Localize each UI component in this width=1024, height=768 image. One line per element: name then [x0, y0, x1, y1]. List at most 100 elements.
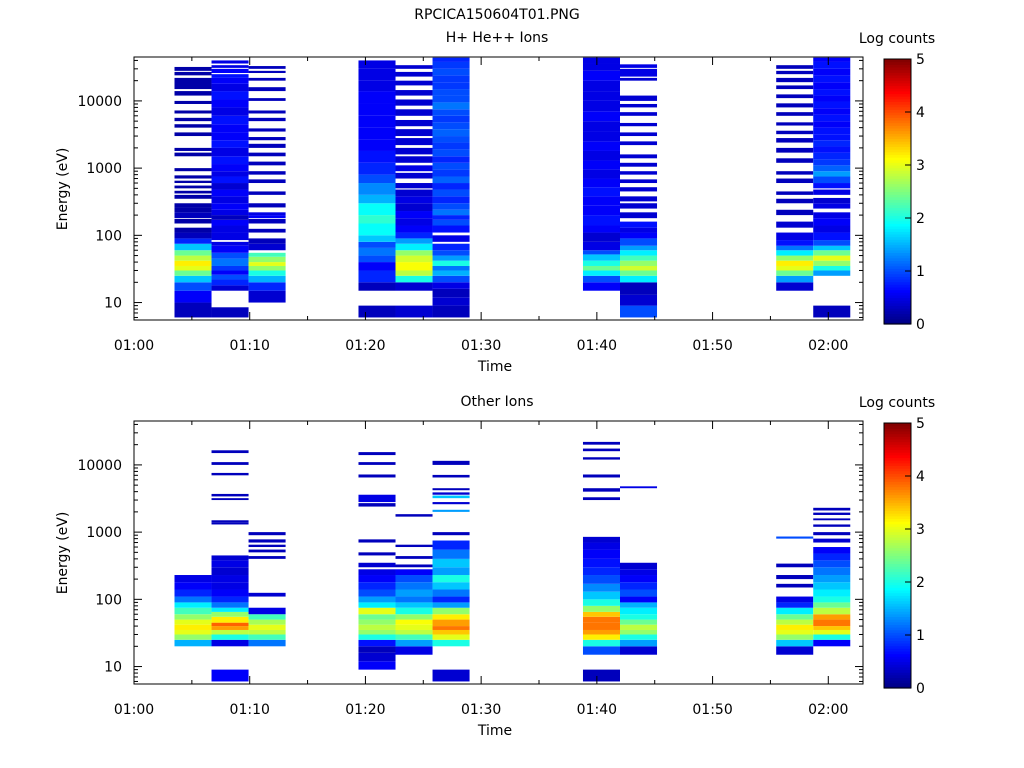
colorbar-band: [884, 210, 911, 214]
colorbar-band: [884, 196, 911, 201]
colorbar-band: [884, 568, 911, 572]
colorbar-title: Log counts: [859, 31, 935, 47]
colorbar-frame: [883, 422, 912, 689]
heatmap-cell: [432, 57, 470, 62]
heatmap-cell: [776, 563, 814, 568]
heatmap-cell: [174, 255, 212, 261]
colorbar-band: [884, 77, 911, 81]
heatmap-cell: [174, 212, 212, 219]
heatmap-cell: [776, 536, 814, 539]
heatmap-cell: [174, 124, 212, 128]
heatmap-cell: [813, 245, 851, 251]
heatmap-cell: [395, 575, 433, 583]
heatmap-cell: [248, 539, 286, 543]
heatmap-cell: [776, 575, 814, 580]
heatmap-cell: [813, 212, 851, 219]
colorbar-band: [884, 669, 911, 673]
x-tick-label: 02:00: [808, 702, 848, 718]
heatmap-cell: [211, 171, 249, 177]
heatmap-cell: [582, 111, 620, 122]
heatmap-cell: [432, 474, 470, 478]
heatmap-cell: [211, 285, 249, 291]
heatmap-cell: [174, 71, 212, 76]
colorbar-band: [884, 96, 911, 100]
heatmap-cell: [813, 95, 851, 102]
colorbar-band: [884, 59, 911, 63]
x-tick-label: 01:50: [692, 702, 732, 718]
colorbar-band: [884, 138, 911, 142]
x-tick-label: 01:50: [692, 338, 732, 354]
heatmap-cell: [211, 183, 249, 190]
colorbar-band: [884, 489, 911, 493]
heatmap-cell: [211, 124, 249, 133]
heatmap-cell: [813, 121, 851, 128]
heatmap-cell: [813, 176, 851, 184]
colorbar-band: [884, 154, 911, 158]
heatmap-cell: [358, 575, 396, 583]
heatmap-cell: [813, 260, 851, 266]
heatmap-cell: [620, 154, 658, 159]
heatmap-cell: [211, 560, 249, 568]
heatmap-cell: [813, 250, 851, 256]
heatmap-cell: [211, 622, 249, 627]
colorbar-band: [884, 141, 911, 145]
colorbar-band: [884, 199, 911, 203]
heatmap-cell: [248, 66, 286, 69]
heatmap-cell: [582, 542, 620, 550]
colorbar-band: [884, 228, 911, 232]
heatmap-cell: [813, 532, 851, 536]
heatmap-cell: [432, 142, 470, 150]
heatmap-cell: [248, 282, 286, 291]
colorbar-band: [884, 658, 911, 663]
heatmap-cell: [432, 614, 470, 620]
heatmap-cell: [776, 158, 814, 163]
colorbar-band: [884, 603, 911, 607]
colorbar-band: [884, 255, 911, 259]
heatmap-cell: [432, 149, 470, 157]
colorbar-band: [884, 433, 911, 437]
heatmap-cell: [582, 629, 620, 635]
heatmap-cell: [358, 602, 396, 608]
heatmap-cell: [211, 176, 249, 184]
colorbar-band: [884, 595, 911, 599]
colorbar-band: [884, 225, 911, 230]
colorbar-band: [884, 677, 911, 681]
colorbar-tick-label: 3: [916, 522, 925, 538]
heatmap-cell: [813, 270, 851, 276]
colorbar-band: [884, 584, 911, 588]
heatmap-cell: [432, 532, 470, 536]
heatmap-cell: [358, 619, 396, 625]
colorbar-band: [884, 321, 911, 325]
heatmap-cell: [358, 614, 396, 620]
heatmap-cell: [620, 238, 658, 246]
colorbar-band: [884, 685, 911, 689]
colorbar-band: [884, 428, 911, 432]
heatmap-cell: [248, 203, 286, 208]
heatmap-cell: [248, 634, 286, 640]
heatmap-cell: [620, 227, 658, 233]
heatmap-cell: [813, 265, 851, 271]
heatmap-cell: [582, 622, 620, 630]
heatmap-cell: [582, 187, 620, 197]
heatmap-cell: [582, 260, 620, 266]
heatmap-cell: [248, 549, 286, 553]
heatmap-cell: [776, 232, 814, 241]
heatmap-cell: [395, 243, 433, 251]
heatmap-cell: [358, 150, 396, 163]
heatmap-cell: [813, 89, 851, 96]
heatmap-cell: [432, 235, 470, 242]
heatmap-cell: [211, 132, 249, 141]
colorbar-band: [884, 558, 911, 562]
heatmap-cell: [248, 270, 286, 276]
heatmap-cell: [776, 138, 814, 143]
heatmap-cell: [358, 235, 396, 242]
colorbar-band: [884, 555, 911, 559]
heatmap-cell: [248, 110, 286, 114]
heatmap-cell: [395, 582, 433, 590]
heatmap-cell: [813, 575, 851, 583]
colorbar-band: [884, 441, 911, 445]
colorbar-band: [884, 64, 911, 68]
heatmap-cell: [776, 629, 814, 635]
heatmap-cell: [813, 75, 851, 83]
y-tick-label: 10000: [77, 94, 122, 110]
